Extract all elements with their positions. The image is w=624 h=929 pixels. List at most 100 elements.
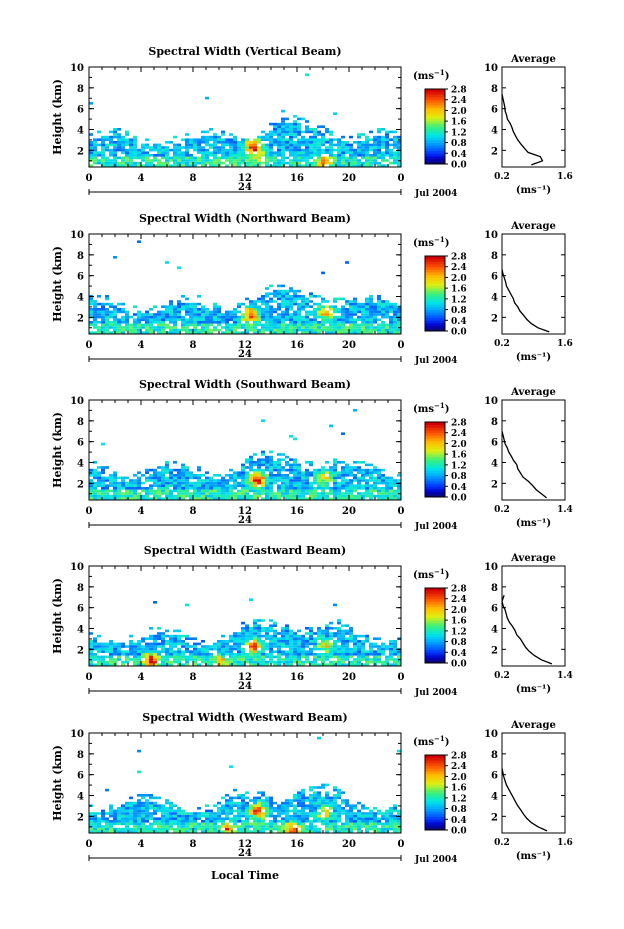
- heatmap-cell: [261, 476, 265, 480]
- heatmap-cell: [117, 489, 121, 493]
- heatmap-cell: [161, 632, 165, 635]
- heatmap-cell: [389, 653, 393, 656]
- heatmap-cell: [337, 481, 341, 485]
- heatmap-cell: [301, 791, 305, 794]
- heatmap-cell: [229, 318, 233, 321]
- heatmap-cell: [97, 497, 101, 500]
- heatmap-cell: [105, 788, 109, 792]
- heatmap-cell: [109, 154, 113, 157]
- heatmap-cell: [293, 161, 297, 165]
- heatmap-cell: [121, 660, 125, 664]
- colorbar-tick-label: 0.0: [451, 494, 467, 504]
- heatmap-cell: [261, 658, 265, 661]
- heatmap-cell: [213, 146, 217, 149]
- heatmap-cell: [193, 328, 197, 332]
- colorbar-segment: [425, 612, 445, 616]
- heatmap-cell: [377, 653, 381, 656]
- heatmap-cell: [317, 820, 321, 823]
- heatmap-cell: [305, 804, 309, 807]
- heatmap-cell: [373, 148, 377, 152]
- heatmap-cell: [377, 481, 381, 485]
- heatmap-cell: [137, 653, 141, 656]
- heatmap-cell: [157, 154, 161, 157]
- heatmap-cell: [249, 164, 253, 167]
- colorbar-unit: (ms−1): [413, 235, 449, 249]
- average-y-tick-label: 10: [484, 63, 498, 74]
- heatmap-cell: [209, 143, 213, 147]
- heatmap-cell: [185, 489, 189, 493]
- heatmap-cell: [289, 138, 293, 141]
- heatmap-cell: [181, 817, 185, 820]
- heatmap-cell: [393, 331, 397, 334]
- heatmap-cell: [249, 497, 253, 500]
- heatmap-cell: [109, 825, 113, 828]
- heatmap-cell: [121, 830, 125, 833]
- heatmap-cell: [369, 154, 373, 157]
- heatmap-cell: [377, 822, 381, 826]
- heatmap-cell: [317, 801, 321, 805]
- heatmap-cell: [145, 645, 149, 648]
- heatmap-cell: [281, 827, 285, 831]
- heatmap-cell: [137, 494, 141, 498]
- colorbar-segment: [425, 264, 445, 268]
- heatmap-cell: [205, 96, 209, 100]
- heatmap-cell: [253, 487, 257, 490]
- heatmap-cell: [173, 321, 177, 324]
- heatmap-cell: [365, 471, 369, 474]
- heatmap-cell: [169, 326, 173, 329]
- heatmap-cell: [233, 660, 237, 664]
- heatmap-cell: [101, 315, 105, 319]
- heatmap-cell: [269, 458, 273, 461]
- heatmap-cell: [381, 302, 385, 306]
- heatmap-cell: [377, 812, 381, 815]
- heatmap-cell: [253, 647, 257, 651]
- heatmap-cell: [317, 814, 321, 818]
- heatmap-cell: [373, 645, 377, 648]
- heatmap-cell: [113, 494, 117, 498]
- heatmap-cell: [109, 489, 113, 493]
- heatmap-cell: [141, 830, 145, 833]
- heatmap-cell: [173, 497, 177, 500]
- heatmap-cell: [217, 321, 221, 324]
- heatmap-cell: [281, 484, 285, 487]
- heatmap-cell: [97, 474, 101, 477]
- heatmap-cell: [245, 466, 249, 469]
- heatmap-cell: [333, 817, 337, 820]
- heatmap-cell: [97, 154, 101, 157]
- heatmap-cell: [297, 463, 301, 467]
- heatmap-cell: [353, 331, 357, 334]
- heatmap-cell: [241, 647, 245, 651]
- heatmap-cell: [193, 476, 197, 480]
- heatmap-cell: [173, 487, 177, 490]
- heatmap-cell: [305, 313, 309, 316]
- heatmap-cell: [301, 476, 305, 480]
- heatmap-cell: [157, 804, 161, 807]
- heatmap-cell: [229, 328, 233, 332]
- heatmap-cell: [261, 487, 265, 490]
- heatmap-cell: [145, 164, 149, 167]
- heatmap-cell: [253, 627, 257, 630]
- heatmap-cell: [353, 323, 357, 327]
- heatmap-cell: [377, 161, 381, 165]
- heatmap-cell: [301, 642, 305, 646]
- heatmap-cell: [309, 313, 313, 316]
- heatmap-cell: [113, 484, 117, 487]
- heatmap-cell: [369, 318, 373, 321]
- heatmap-cell: [245, 323, 249, 327]
- heatmap-cell: [197, 151, 201, 154]
- heatmap-cell: [193, 494, 197, 498]
- heatmap-cell: [377, 650, 381, 653]
- heatmap-cell: [389, 487, 393, 490]
- heatmap-cell: [301, 474, 305, 477]
- heatmap-cell: [381, 315, 385, 319]
- heatmap-cell: [125, 658, 129, 661]
- heatmap-cell: [233, 476, 237, 480]
- heatmap-cell: [293, 817, 297, 820]
- heatmap-cell: [321, 271, 325, 275]
- heatmap-cell: [273, 624, 277, 627]
- heatmap-cell: [285, 658, 289, 661]
- heatmap-cell: [269, 642, 273, 646]
- heatmap-cell: [209, 645, 213, 648]
- colorbar-segment: [425, 654, 445, 659]
- heatmap-cell: [273, 130, 277, 134]
